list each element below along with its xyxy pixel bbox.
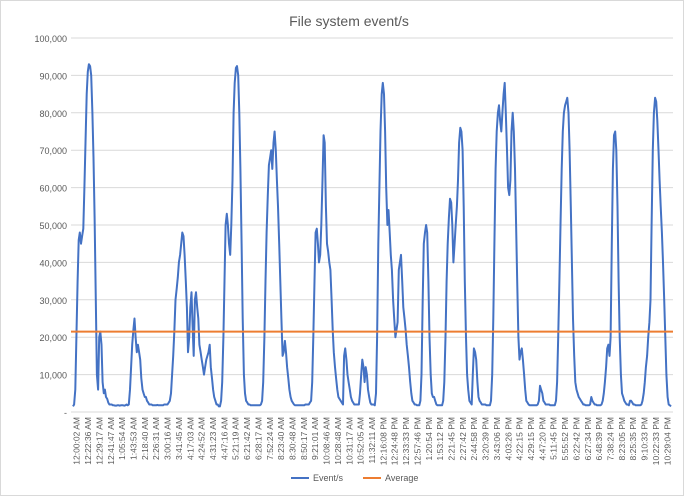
y-axis: - 10,000 20,000 30,000 40,000 50,000 60,000 70,… — [34, 34, 67, 418]
x-tick-label: 8:50:17 AM — [299, 417, 309, 460]
x-tick-label: 4:22:15 PM — [515, 417, 525, 460]
x-tick-label: 6:27:34 PM — [583, 417, 593, 460]
x-tick-label: 11:32:11 AM — [367, 417, 377, 463]
x-tick-label: 3:43:06 PM — [492, 417, 502, 460]
x-tick-label: 8:23:05 PM — [617, 417, 627, 460]
x-tick-label: 10:31:17 AM — [344, 417, 354, 465]
x-tick-label: 6:21:42 AM — [242, 417, 252, 460]
x-tick-label: 1:53:12 PM — [435, 417, 445, 460]
x-tick-label: 8:25:35 PM — [628, 417, 638, 460]
x-tick-label: 2:21:45 PM — [447, 417, 457, 460]
x-tick-label: 2:44:58 PM — [469, 417, 479, 460]
y-tick-label: 80,000 — [39, 109, 67, 119]
x-tick-label: 5:55:52 PM — [560, 417, 570, 460]
x-tick-label: 6:48:39 PM — [594, 417, 604, 460]
x-tick-label: 12:16:08 PM — [378, 417, 388, 465]
y-tick-label: 100,000 — [34, 34, 67, 44]
x-tick-label: 4:17:03 AM — [185, 417, 195, 460]
x-axis: 12:00:02 AM 12:22:36 AM 12:29:17 AM 12:41:4… — [72, 417, 673, 465]
x-tick-label: 6:28:17 AM — [253, 417, 263, 460]
y-tick-label: 90,000 — [39, 71, 67, 81]
x-tick-label: 4:47:20 PM — [537, 417, 547, 460]
x-tick-label: 4:29:15 PM — [526, 417, 536, 460]
x-tick-label: 3:41:45 AM — [174, 417, 184, 460]
gridlines — [71, 37, 673, 413]
x-tick-label: 10:52:05 AM — [356, 417, 366, 465]
x-tick-label: 4:47:16 AM — [219, 417, 229, 460]
y-tick-label: 20,000 — [39, 333, 67, 343]
x-tick-label: 12:57:46 PM — [412, 417, 422, 465]
x-tick-label: 7:52:24 AM — [265, 417, 275, 460]
legend-label: Event/s — [313, 473, 344, 483]
y-tick-label: 10,000 — [39, 371, 67, 381]
y-tick-label: 60,000 — [39, 184, 67, 194]
legend: Event/s Average — [291, 473, 418, 483]
x-tick-label: 4:03:26 PM — [503, 417, 513, 460]
x-tick-label: 5:11:45 PM — [549, 417, 559, 460]
x-tick-label: 9:21:01 AM — [310, 417, 320, 460]
x-tick-label: 3:20:39 PM — [481, 417, 491, 460]
y-tick-label: 70,000 — [39, 146, 67, 156]
series-group — [71, 63, 673, 408]
x-tick-label: 9:10:33 PM — [640, 417, 650, 460]
x-tick-label: 12:24:48 PM — [390, 417, 400, 465]
y-tick-label: 30,000 — [39, 296, 67, 306]
x-tick-label: 4:31:23 AM — [208, 417, 218, 460]
x-tick-label: 12:41:47 AM — [106, 417, 116, 465]
x-tick-label: 1:20:54 PM — [424, 417, 434, 460]
x-tick-label: 2:26:31 AM — [151, 417, 161, 460]
y-tick-label: 50,000 — [39, 221, 67, 231]
x-tick-label: 12:00:02 AM — [72, 417, 82, 465]
y-tick-label: - — [64, 408, 67, 418]
y-tick-label: 40,000 — [39, 258, 67, 268]
x-tick-label: 1:05:54 AM — [117, 417, 127, 460]
x-tick-label: 10:28:48 AM — [333, 417, 343, 465]
x-tick-label: 12:22:36 AM — [83, 417, 93, 465]
x-tick-label: 10:29:04 PM — [662, 417, 672, 465]
x-tick-label: 3:00:16 AM — [163, 417, 173, 460]
series-line-event-s — [72, 63, 672, 408]
x-tick-label: 10:08:46 AM — [322, 417, 332, 465]
x-tick-label: 8:30:48 AM — [287, 417, 297, 460]
x-tick-label: 1:43:53 AM — [128, 417, 138, 460]
chart-title: File system event/s — [289, 13, 409, 29]
legend-label: Average — [385, 473, 418, 483]
x-tick-label: 10:22:33 PM — [651, 417, 661, 465]
x-tick-label: 2:18:40 AM — [140, 417, 150, 460]
x-tick-label: 7:38:24 PM — [606, 417, 616, 460]
x-tick-label: 12:29:17 AM — [94, 417, 104, 465]
x-tick-label: 8:23:40 AM — [276, 417, 286, 460]
x-tick-label: 12:33:33 PM — [401, 417, 411, 465]
x-tick-label: 4:24:52 AM — [197, 417, 207, 460]
x-tick-label: 5:21:19 AM — [231, 417, 241, 460]
x-tick-label: 2:27:42 PM — [458, 417, 468, 460]
x-tick-label: 6:22:42 PM — [571, 417, 581, 460]
